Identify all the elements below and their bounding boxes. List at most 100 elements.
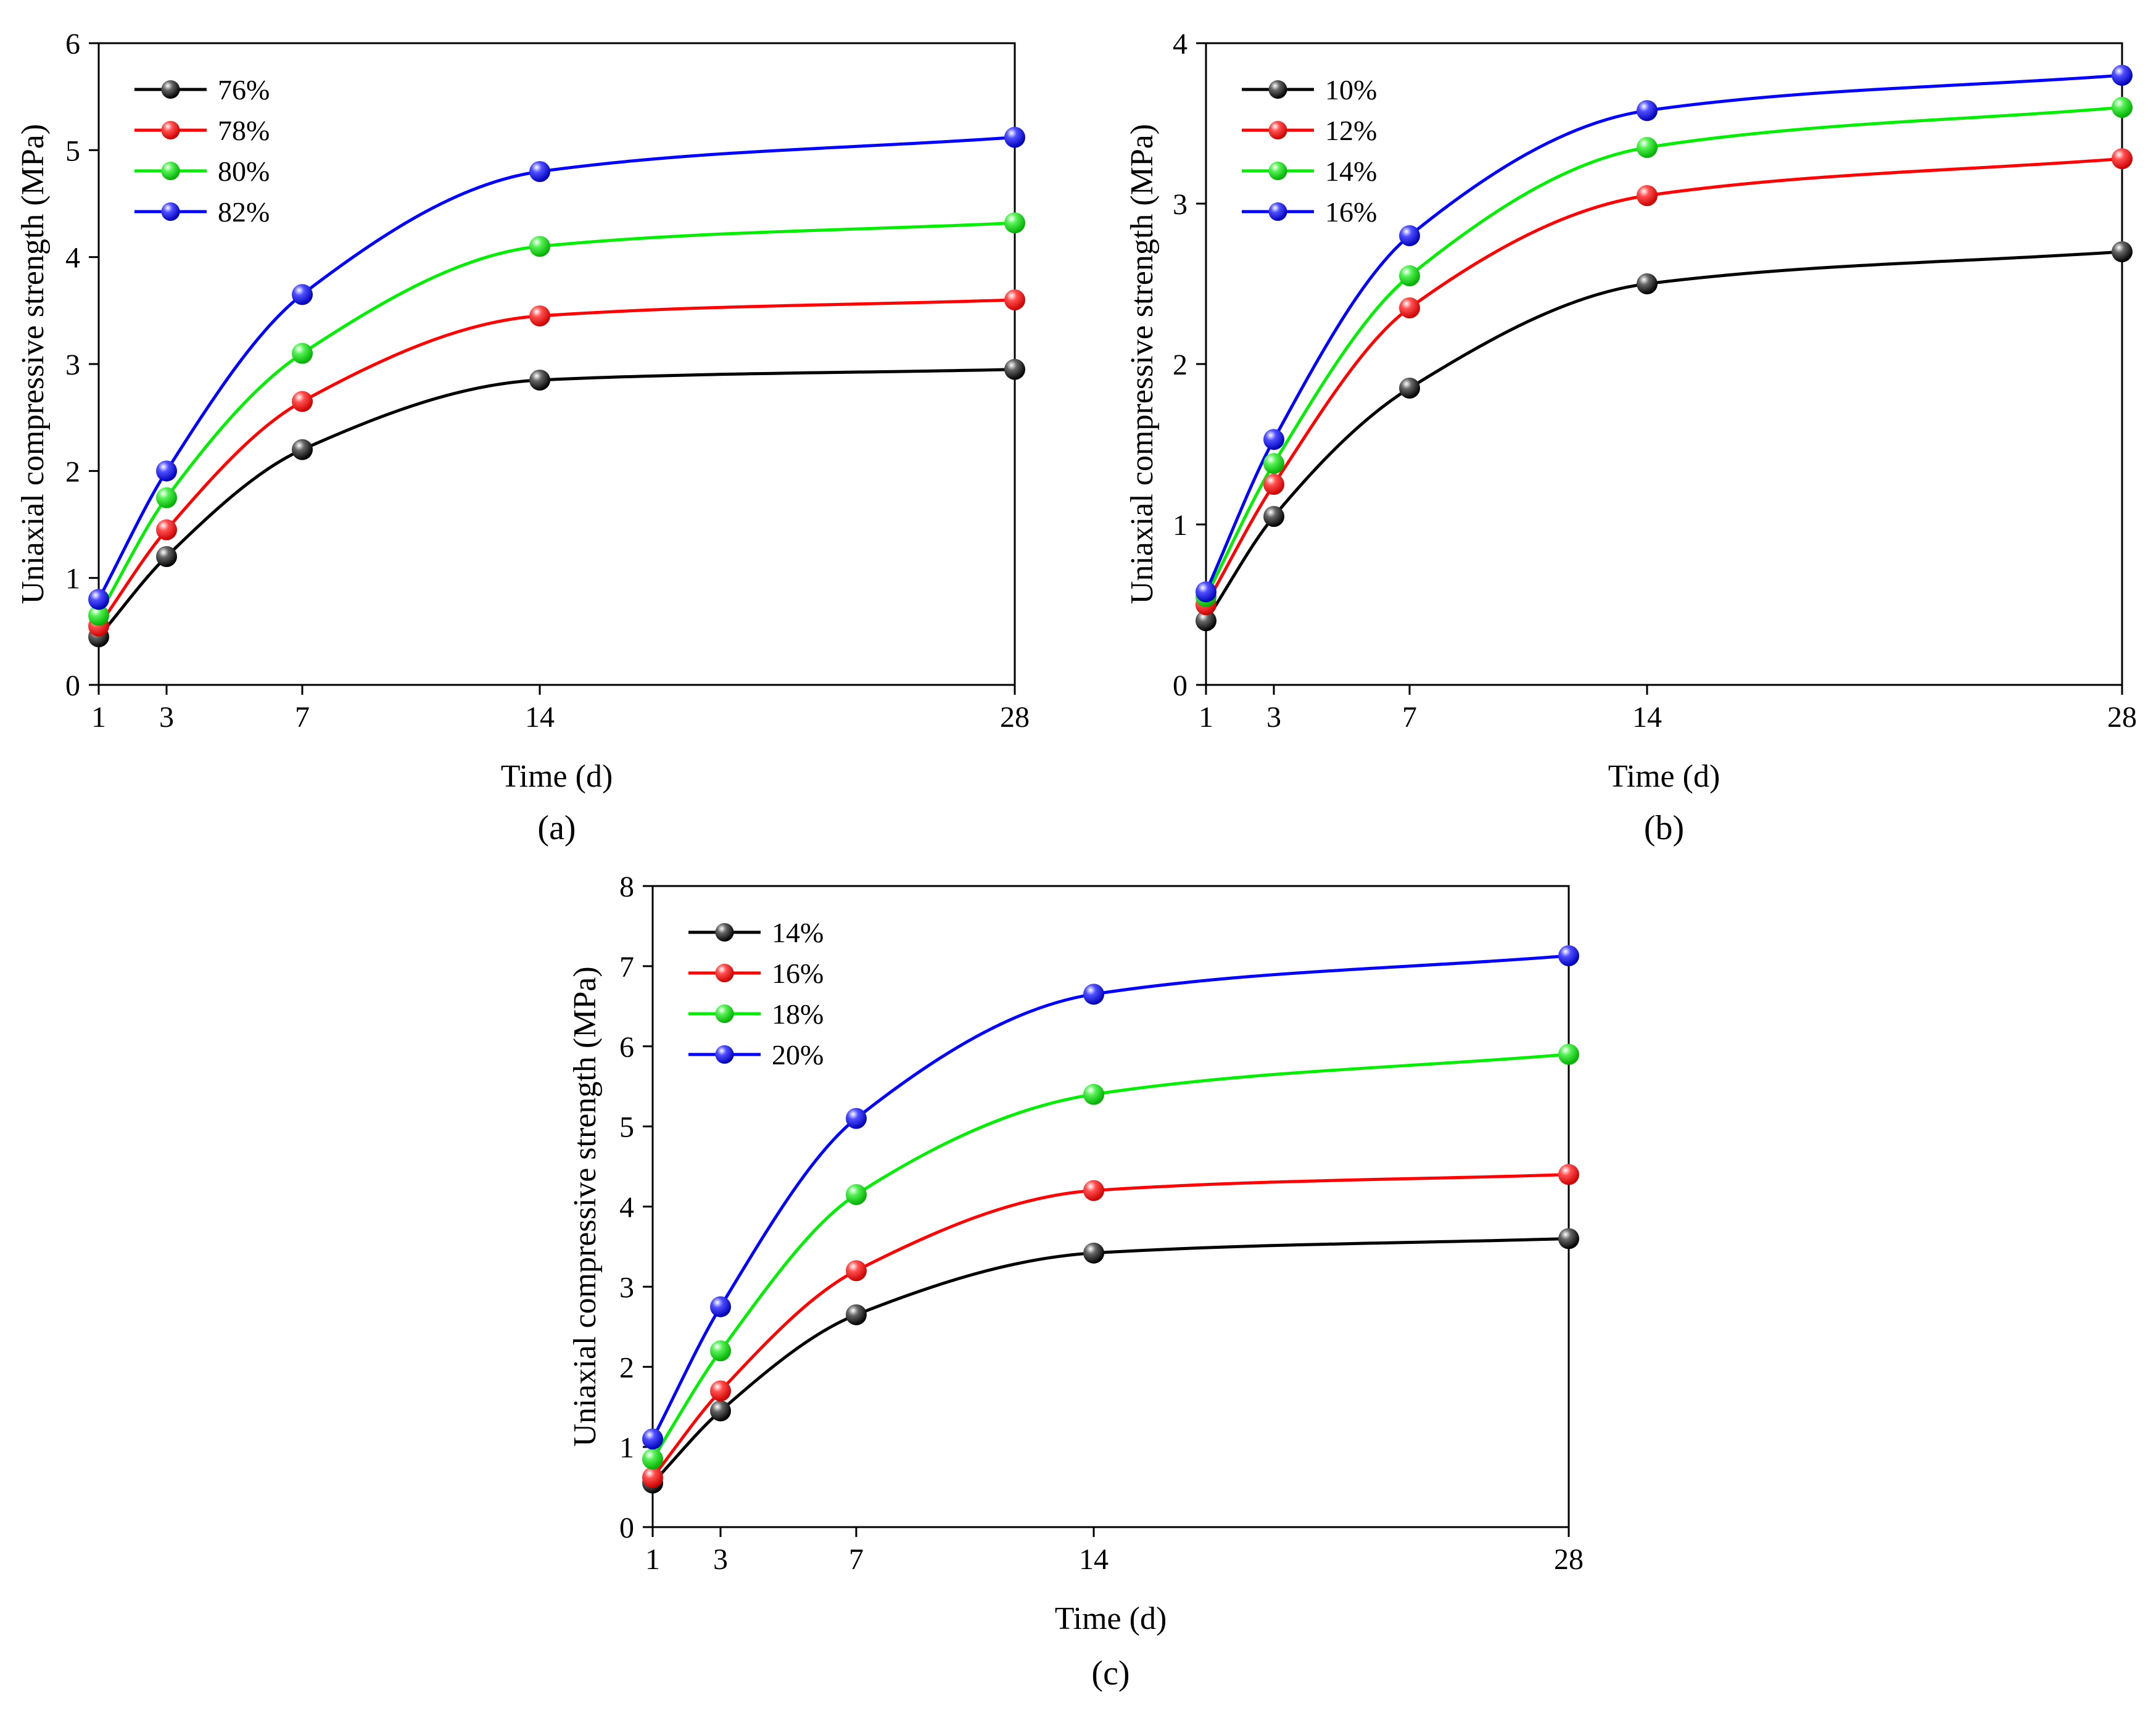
data-point bbox=[642, 1448, 663, 1470]
data-point bbox=[1196, 581, 1216, 603]
legend-label: 12% bbox=[1325, 115, 1377, 146]
x-tick-label: 7 bbox=[1402, 701, 1417, 734]
y-tick-label: 4 bbox=[1173, 28, 1187, 60]
legend-marker bbox=[1268, 162, 1287, 180]
data-point bbox=[2112, 97, 2133, 118]
legend-marker bbox=[1268, 202, 1287, 221]
data-point bbox=[710, 1380, 731, 1402]
data-point bbox=[1004, 358, 1025, 380]
legend-marker bbox=[715, 964, 734, 982]
data-point bbox=[292, 391, 313, 412]
legend-marker bbox=[715, 1004, 734, 1023]
data-point bbox=[1399, 297, 1420, 318]
y-tick-label: 1 bbox=[1173, 509, 1187, 542]
x-axis-title: Time (d) bbox=[1055, 1601, 1167, 1636]
legend-marker bbox=[715, 1045, 734, 1064]
fit-curve-14% bbox=[651, 1237, 1569, 1485]
data-point bbox=[529, 161, 550, 182]
legend-label: 18% bbox=[772, 998, 824, 1030]
data-point bbox=[710, 1296, 731, 1317]
data-point bbox=[1399, 225, 1420, 246]
x-tick-label: 3 bbox=[713, 1543, 728, 1576]
y-tick-label: 4 bbox=[619, 1191, 634, 1224]
fit-curve-82% bbox=[97, 136, 1015, 600]
fit-curve-18% bbox=[651, 1053, 1569, 1460]
fit-curve-10% bbox=[1204, 250, 2123, 622]
data-point bbox=[1263, 453, 1284, 474]
data-points bbox=[642, 945, 1579, 1494]
data-point bbox=[88, 605, 109, 626]
data-point bbox=[1263, 506, 1284, 527]
data-point bbox=[292, 439, 313, 460]
data-point bbox=[846, 1260, 867, 1282]
legend-label: 76% bbox=[218, 74, 270, 106]
y-tick-label: 2 bbox=[619, 1351, 634, 1384]
y-tick-label: 3 bbox=[65, 349, 80, 381]
data-point bbox=[156, 546, 177, 567]
x-tick-label: 28 bbox=[2107, 701, 2137, 734]
legend-label: 14% bbox=[772, 917, 824, 948]
legend-label: 16% bbox=[1325, 196, 1377, 228]
data-point bbox=[642, 1428, 663, 1450]
fit-curve-76% bbox=[97, 368, 1015, 638]
legend-marker bbox=[1268, 121, 1287, 139]
y-tick-label: 1 bbox=[65, 563, 80, 595]
data-point bbox=[1083, 1083, 1104, 1105]
y-tick-label: 3 bbox=[619, 1271, 634, 1304]
data-point bbox=[1083, 1242, 1104, 1264]
data-point bbox=[1004, 126, 1025, 148]
y-tick-label: 5 bbox=[65, 135, 80, 167]
data-point bbox=[292, 342, 313, 364]
data-point bbox=[1196, 610, 1216, 631]
legend-marker bbox=[1268, 80, 1287, 99]
fit-curve-14% bbox=[1204, 106, 2123, 598]
x-tick-label: 14 bbox=[1079, 1543, 1109, 1576]
y-tick-label: 4 bbox=[65, 242, 80, 275]
data-point bbox=[2112, 65, 2133, 86]
data-point bbox=[1263, 474, 1284, 495]
data-point bbox=[1558, 1043, 1579, 1065]
y-tick-label: 2 bbox=[65, 455, 80, 488]
legend-label: 80% bbox=[218, 155, 270, 187]
y-tick-label: 3 bbox=[1173, 188, 1187, 221]
x-tick-label: 1 bbox=[645, 1543, 660, 1576]
data-point bbox=[2112, 148, 2133, 170]
legend-marker bbox=[161, 121, 180, 139]
data-point bbox=[156, 487, 177, 508]
data-point bbox=[1637, 273, 1658, 294]
panel-label: (c) bbox=[1091, 1654, 1130, 1692]
data-point bbox=[529, 236, 550, 257]
legend-label: 82% bbox=[218, 196, 270, 228]
x-axis-title: Time (d) bbox=[501, 759, 613, 794]
y-tick-label: 8 bbox=[619, 871, 634, 903]
data-point bbox=[710, 1340, 731, 1362]
x-tick-label: 3 bbox=[1266, 701, 1281, 734]
data-point bbox=[1004, 289, 1025, 310]
data-point bbox=[1637, 100, 1658, 122]
y-axis-title: Uniaxial compressive strength (MPa) bbox=[15, 124, 51, 604]
fit-curve-80% bbox=[97, 221, 1015, 616]
legend-label: 78% bbox=[218, 115, 270, 146]
data-point bbox=[1637, 137, 1658, 158]
data-point bbox=[710, 1400, 731, 1422]
fit-curves bbox=[651, 954, 1569, 1485]
fit-curve-16% bbox=[651, 1173, 1569, 1479]
data-points bbox=[1196, 65, 2133, 631]
data-point bbox=[1637, 185, 1658, 206]
y-tick-label: 1 bbox=[619, 1431, 634, 1464]
data-point bbox=[88, 589, 109, 610]
fit-curve-20% bbox=[651, 954, 1569, 1440]
data-point bbox=[1399, 265, 1420, 286]
y-tick-label: 6 bbox=[65, 28, 80, 60]
data-point bbox=[1558, 1164, 1579, 1185]
legend-label: 16% bbox=[772, 958, 824, 989]
legend-marker bbox=[715, 923, 734, 942]
x-tick-label: 3 bbox=[159, 701, 174, 734]
x-tick-label: 1 bbox=[91, 701, 106, 734]
panel-label: (b) bbox=[1644, 809, 1684, 847]
y-axis-title: Uniaxial compressive strength (MPa) bbox=[1125, 124, 1160, 604]
